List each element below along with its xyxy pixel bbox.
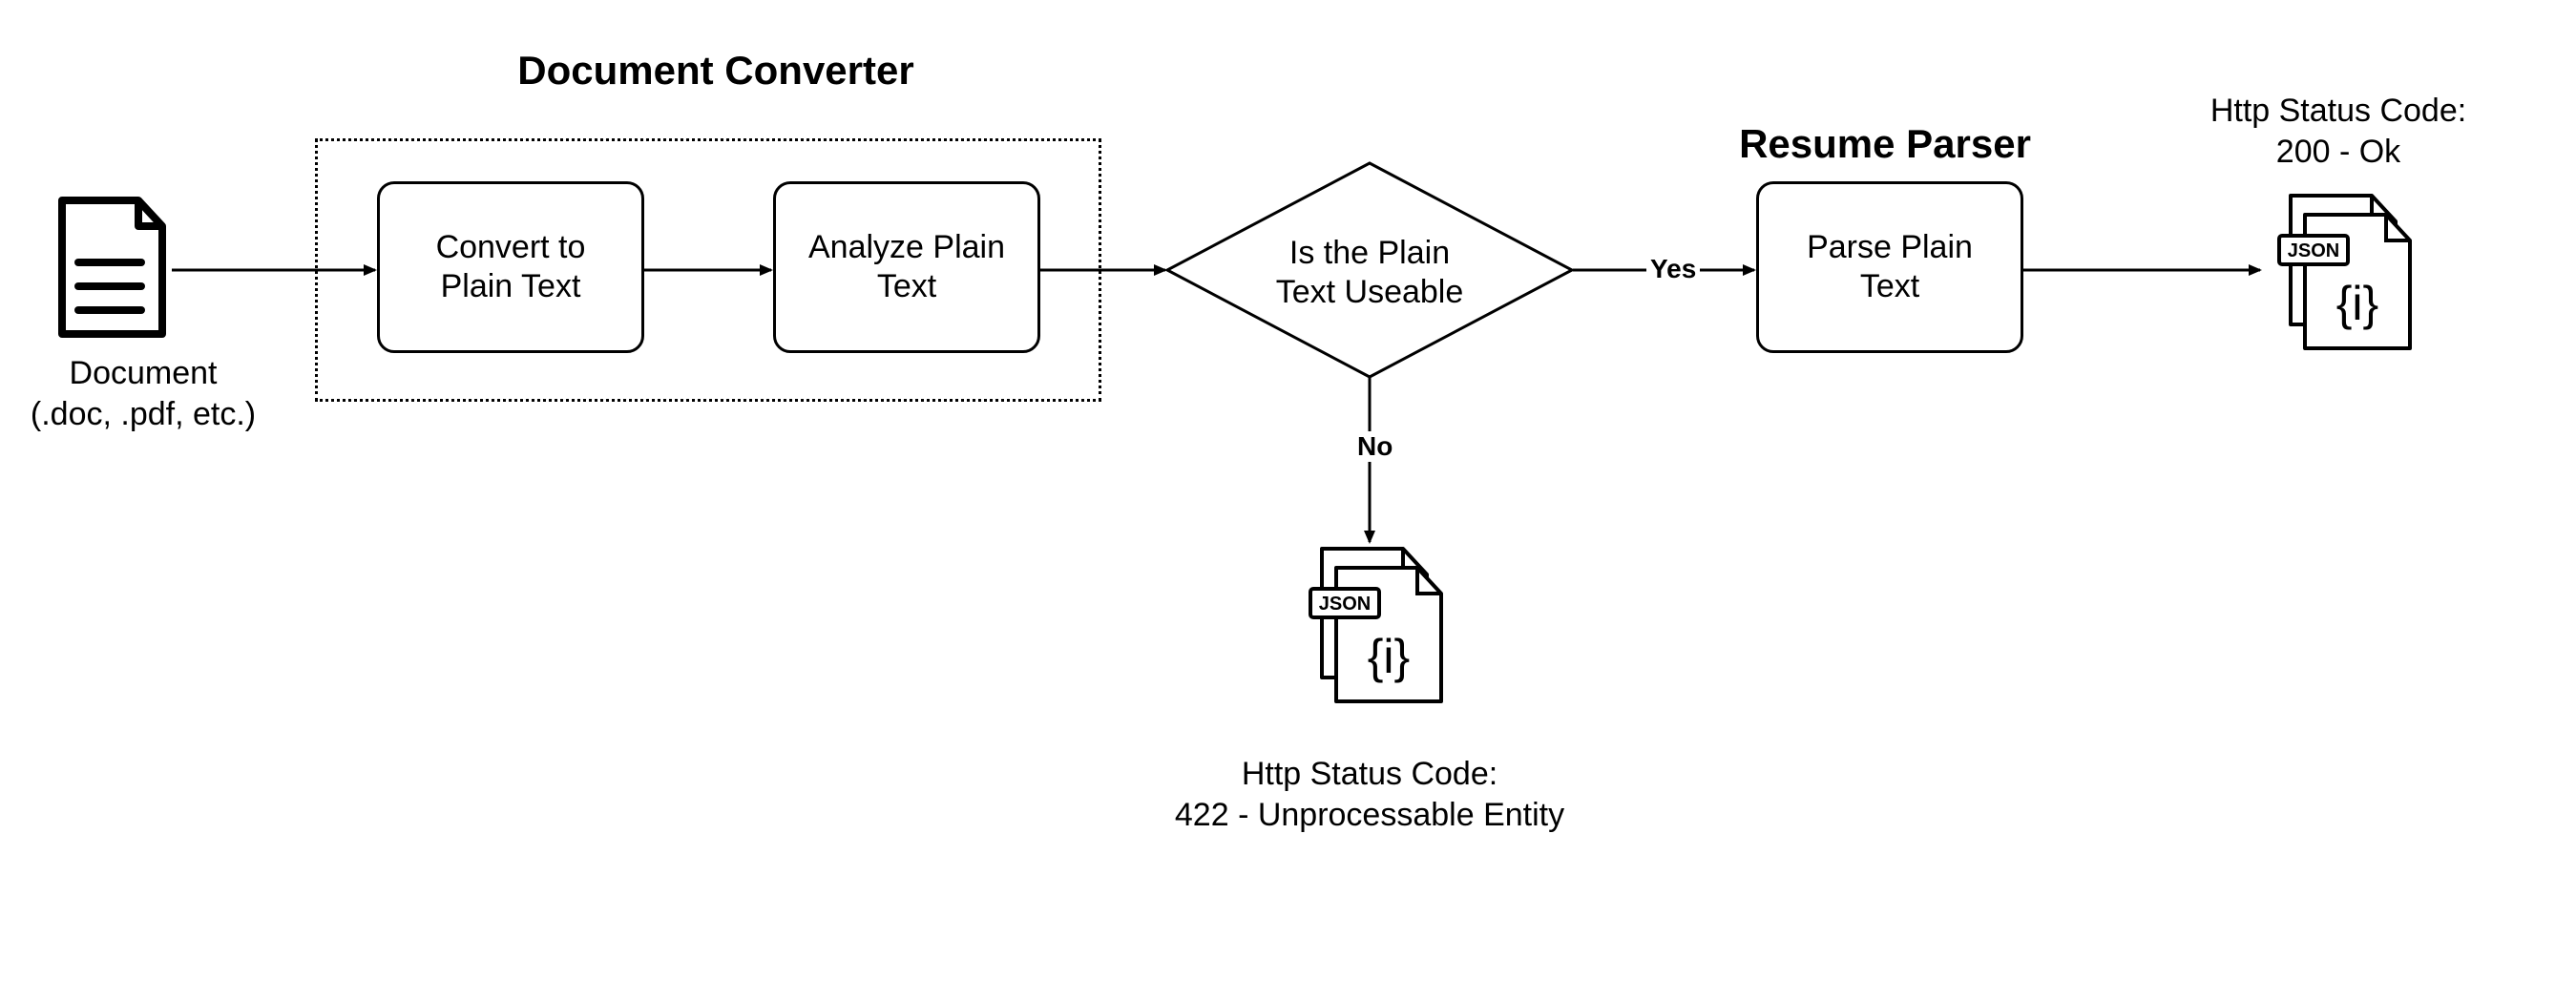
node-analyze-line2: Text [877,268,936,304]
caption-input-line1: Document [70,355,218,391]
edge-label-no: No [1353,431,1396,462]
edge-label-yes: Yes [1646,254,1700,284]
node-parse-plain-text: Parse Plain Text [1756,181,2023,353]
node-decision-line2: Text Useable [1276,274,1464,310]
caption-422-line2: 422 - Unprocessable Entity [1175,797,1564,833]
caption-422-line1: Http Status Code: [1242,756,1497,792]
svg-text:JSON: JSON [2288,240,2339,261]
node-decision-line1: Is the Plain [1289,235,1450,271]
node-analyze-line1: Analyze Plain [808,229,1005,265]
json-output-200-icon: JSON {i} [2262,191,2415,353]
caption-input-line2: (.doc, .pdf, etc.) [31,396,256,432]
node-decision-label: Is the Plain Text Useable [1269,234,1470,312]
node-convert-line1: Convert to [436,229,586,265]
svg-text:JSON: JSON [1319,594,1371,615]
caption-status-422: Http Status Code: 422 - Unprocessable En… [1141,754,1599,835]
node-convert-line2: Plain Text [441,268,581,304]
title-resume-parser: Resume Parser [1728,121,2042,167]
title-document-converter: Document Converter [515,48,916,94]
caption-input-document: Document (.doc, .pdf, etc.) [0,353,286,434]
document-file-icon [48,196,172,339]
caption-status-200: Http Status Code: 200 - Ok [2195,91,2482,172]
node-convert-to-plain-text: Convert to Plain Text [377,181,644,353]
svg-text:{i}: {i} [2336,277,2379,330]
node-analyze-plain-text: Analyze Plain Text [773,181,1040,353]
node-parse-line2: Text [1860,268,1919,304]
caption-200-line1: Http Status Code: [2210,93,2466,129]
flowchart-canvas: Document Converter Resume Parser Documen… [0,0,2576,1001]
node-parse-line1: Parse Plain [1807,229,1973,265]
json-output-422-icon: JSON {i} [1293,544,1446,706]
caption-200-line2: 200 - Ok [2276,134,2400,170]
svg-text:{i}: {i} [1368,630,1411,683]
